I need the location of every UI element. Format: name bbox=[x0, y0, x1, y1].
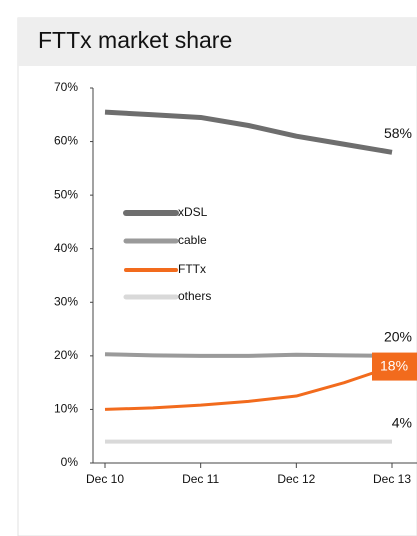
y-tick-label: 50% bbox=[54, 187, 78, 201]
y-tick-label: 40% bbox=[54, 241, 78, 255]
value-label: 20% bbox=[384, 329, 412, 345]
y-tick-label: 30% bbox=[54, 294, 78, 308]
legend-label: xDSL bbox=[178, 205, 208, 219]
line bbox=[104, 352, 393, 358]
panel bbox=[17, 17, 417, 536]
x-tick-label: Dec 11 bbox=[182, 472, 219, 486]
x-tick-label: Dec 12 bbox=[277, 472, 315, 486]
legend-label: others bbox=[178, 289, 211, 303]
value-label-box bbox=[372, 352, 417, 381]
legend-label: cable bbox=[178, 233, 207, 247]
y-tick-label: 60% bbox=[54, 134, 78, 148]
line bbox=[104, 365, 393, 411]
y-tick-label: 10% bbox=[54, 402, 78, 416]
y-tick-label: 0% bbox=[61, 455, 79, 469]
header bbox=[18, 18, 417, 66]
x-tick-label: Dec 13 bbox=[373, 472, 411, 486]
y-tick-label: 20% bbox=[54, 348, 78, 362]
chart-title: FTTx market share bbox=[38, 27, 232, 53]
value-label: 58% bbox=[384, 125, 412, 141]
line bbox=[104, 109, 393, 155]
y-tick-label: 70% bbox=[54, 80, 78, 94]
value-label: 4% bbox=[392, 414, 412, 430]
value-label: 18% bbox=[380, 357, 408, 373]
x-tick-label: Dec 10 bbox=[86, 472, 124, 486]
legend-label: FTTx bbox=[178, 262, 206, 276]
